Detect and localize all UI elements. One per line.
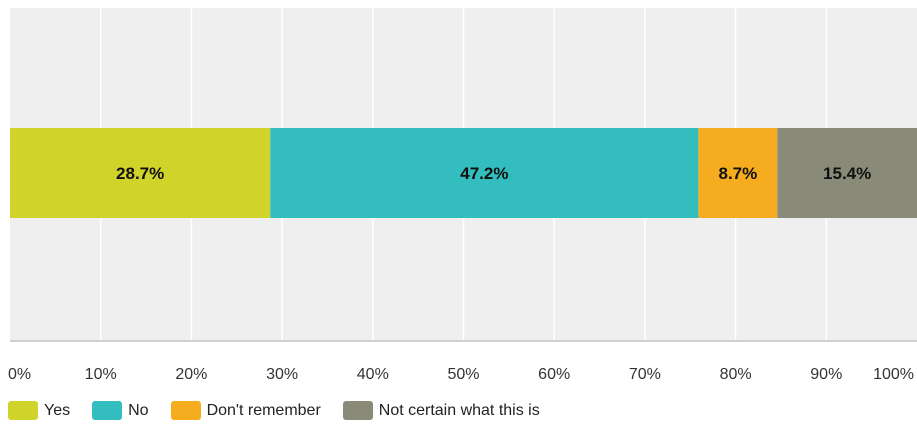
x-tick-label: 70%: [629, 366, 661, 383]
legend-label-not-certain: Not certain what this is: [378, 401, 540, 419]
x-axis-ticks: 0% 10% 20% 30% 40% 50% 60% 70% 80% 90% 100%: [8, 366, 914, 383]
bar-segments: [10, 128, 917, 218]
bar-segment: [698, 128, 778, 218]
legend-swatch-dont-remember: [170, 401, 201, 420]
x-tick-label: 10%: [85, 366, 117, 383]
data-label: 15.4%: [823, 164, 871, 183]
data-label: 28.7%: [116, 164, 164, 183]
x-tick-label: 50%: [447, 366, 479, 383]
legend-swatch-no: [92, 401, 123, 420]
x-tick-label: 30%: [266, 366, 298, 383]
legend-label-no: No: [128, 401, 149, 419]
data-label: 8.7%: [718, 164, 757, 183]
legend-swatch-not-certain: [342, 401, 373, 420]
x-tick-label: 100%: [873, 366, 914, 383]
bar-segment: [10, 128, 271, 218]
legend-item-not-certain: Not certain what this is: [342, 401, 540, 420]
x-tick-label: 90%: [810, 366, 842, 383]
x-tick-label: 60%: [538, 366, 570, 383]
legend-item-dont-remember: Don't remember: [170, 401, 321, 420]
x-tick-label: 40%: [357, 366, 389, 383]
bar-segment: [777, 128, 917, 218]
legend-label-yes: Yes: [44, 401, 71, 419]
x-tick-label: 20%: [175, 366, 207, 383]
legend-item-yes: Yes: [8, 401, 70, 420]
x-tick-label: 0%: [8, 366, 31, 383]
data-labels: 28.7% 47.2% 8.7% 15.4%: [116, 164, 871, 183]
legend: Yes No Don't remember Not certain what t…: [8, 401, 562, 420]
legend-item-no: No: [92, 401, 149, 420]
bar-segment: [270, 128, 699, 218]
x-tick-label: 80%: [720, 366, 752, 383]
legend-label-dont-remember: Don't remember: [206, 401, 321, 419]
data-label: 47.2%: [460, 164, 508, 183]
legend-swatch-yes: [8, 401, 38, 420]
